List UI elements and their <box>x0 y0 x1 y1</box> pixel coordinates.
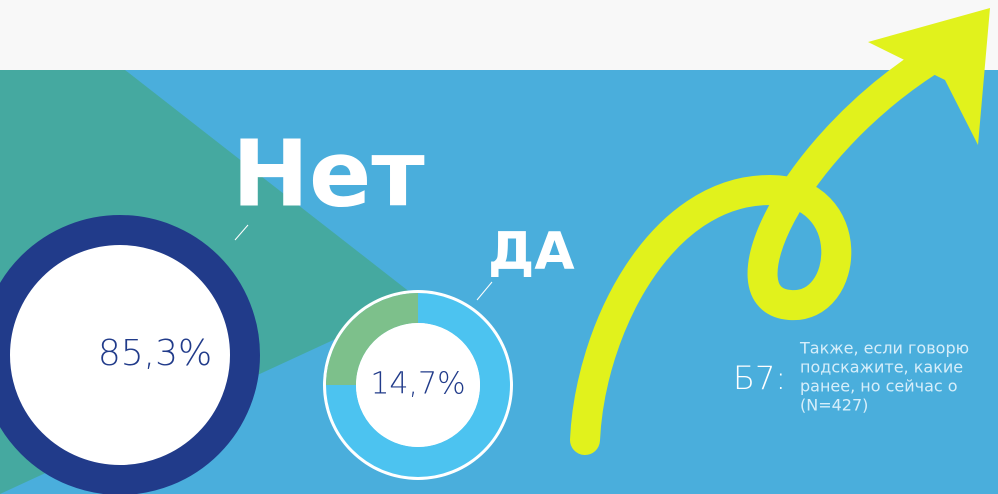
question-line: подскажите, какие <box>800 358 963 377</box>
top-band <box>0 0 998 70</box>
question-code: Б7: <box>733 359 786 397</box>
value-no: 85,3% <box>98 333 212 374</box>
question-line: ранее, но сейчас о <box>800 377 958 396</box>
question-line: (N=427) <box>800 396 868 415</box>
value-yes: 14,7% <box>370 367 465 402</box>
question-line: Также, если говорю <box>799 339 969 358</box>
infographic: 85,3% 14,7% Нет ДА Б7: Также, если говор… <box>0 0 998 494</box>
label-no: Нет <box>232 120 425 227</box>
label-yes: ДА <box>488 222 575 282</box>
